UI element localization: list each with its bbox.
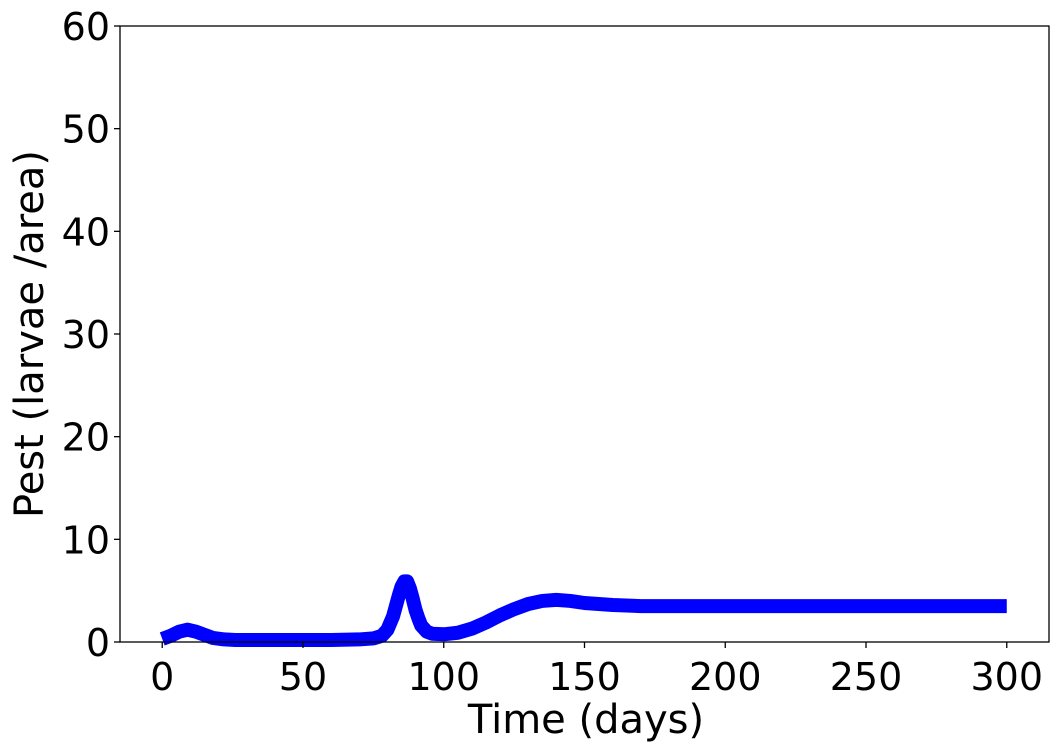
x-axis-ticks: 0 50 100 150 200 250 300 xyxy=(150,642,1043,699)
y-tick-label: 60 xyxy=(62,5,110,49)
y-tick-label: 30 xyxy=(62,313,110,357)
y-tick-label: 0 xyxy=(86,621,110,665)
x-tick-label: 100 xyxy=(407,655,480,699)
x-tick-label: 50 xyxy=(279,655,327,699)
x-tick-label: 250 xyxy=(830,655,903,699)
y-tick-label: 10 xyxy=(62,518,110,562)
x-tick-label: 0 xyxy=(150,655,174,699)
x-tick-label: 300 xyxy=(971,655,1044,699)
y-tick-label: 40 xyxy=(62,210,110,254)
series-line-0 xyxy=(159,574,1007,647)
y-axis-ticks: 0 10 20 30 40 50 60 xyxy=(62,5,120,665)
x-tick-label: 200 xyxy=(689,655,762,699)
y-axis-label: Pest (larvae /area) xyxy=(7,150,53,518)
x-tick-label: 150 xyxy=(548,655,621,699)
y-tick-label: 20 xyxy=(62,416,110,460)
y-tick-label: 50 xyxy=(62,108,110,152)
series-layer xyxy=(159,574,1007,647)
x-axis-label: Time (days) xyxy=(467,697,704,743)
